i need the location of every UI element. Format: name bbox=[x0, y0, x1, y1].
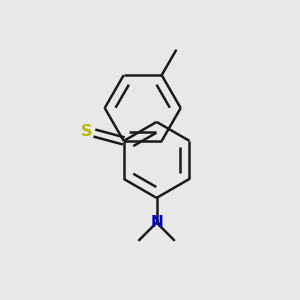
Text: S: S bbox=[81, 124, 93, 139]
Text: N: N bbox=[150, 215, 163, 230]
